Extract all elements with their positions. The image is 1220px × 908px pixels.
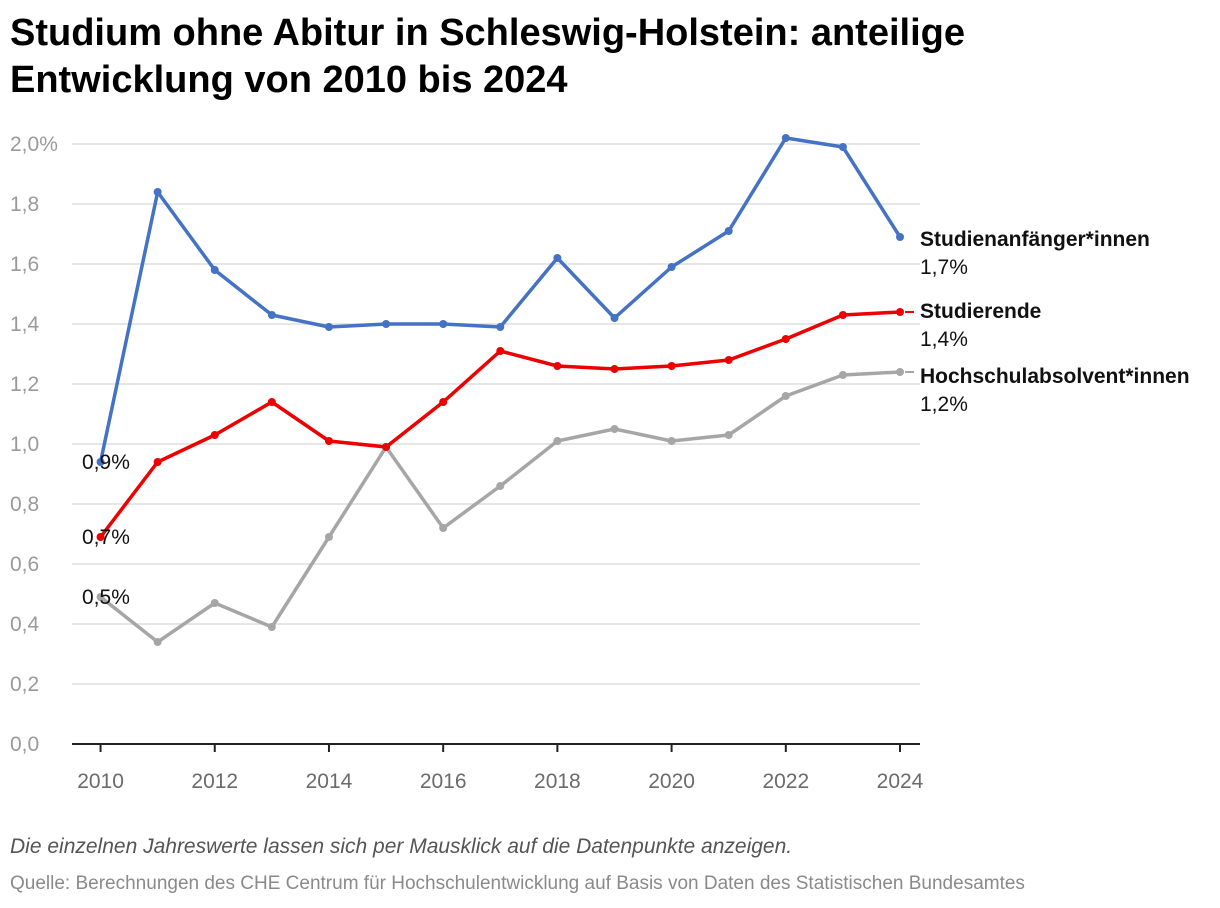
data-point[interactable] — [439, 320, 448, 328]
x-tick-label: 2016 — [420, 770, 467, 793]
data-point[interactable] — [667, 362, 676, 370]
y-axis-tick-labels: 0,0 0,2 0,4 0,6 0,8 1,0 1,2 1,4 1,6 1,8 2,0% — [10, 133, 58, 756]
series-line — [98, 136, 902, 464]
data-point[interactable] — [96, 533, 105, 541]
series-end-value-label: 1,7% — [920, 256, 968, 279]
y-tick-label: 0,6 — [10, 553, 39, 576]
series-end-value-label: 1,2% — [920, 393, 968, 416]
x-tick-label: 2014 — [306, 770, 353, 793]
series-name-label: Hochschulabsolvent*innen — [920, 365, 1190, 388]
y-tick-label: 1,4 — [10, 313, 40, 336]
series-start-label: 0,7% — [82, 526, 130, 549]
data-point[interactable] — [96, 593, 105, 601]
series-start-label: 0,5% — [82, 586, 130, 609]
data-point[interactable] — [267, 311, 276, 319]
data-point[interactable] — [324, 437, 333, 445]
data-point[interactable] — [838, 371, 847, 379]
data-point[interactable] — [553, 254, 562, 262]
data-point[interactable] — [324, 533, 333, 541]
y-tick-label: 1,0 — [10, 433, 39, 456]
data-point[interactable] — [896, 368, 905, 376]
data-point[interactable] — [838, 143, 847, 151]
data-point[interactable] — [781, 134, 790, 142]
data-point[interactable] — [896, 233, 905, 241]
data-point[interactable] — [496, 323, 505, 331]
series-name-label: Studierende — [920, 300, 1041, 323]
series-start-label: 0,9% — [82, 451, 130, 474]
y-tick-label: 1,8 — [10, 193, 39, 216]
data-point[interactable] — [496, 482, 505, 490]
y-tick-label: 0,8 — [10, 493, 39, 516]
series-line — [98, 370, 902, 644]
x-tick-label: 2010 — [77, 770, 124, 793]
series-labels: 0,9% 0,7% 0,5% Studienanfänger*innen 1,7% Stu… — [82, 228, 1190, 609]
data-point[interactable] — [439, 524, 448, 532]
data-point[interactable] — [610, 425, 619, 433]
data-point[interactable] — [667, 263, 676, 271]
data-point[interactable] — [382, 320, 391, 328]
interaction-note: Die einzelnen Jahreswerte lassen sich pe… — [10, 835, 793, 858]
data-point[interactable] — [153, 458, 162, 466]
data-point[interactable] — [210, 599, 219, 607]
x-tick-label: 2024 — [877, 770, 924, 793]
data-point[interactable] — [781, 392, 790, 400]
data-point[interactable] — [838, 311, 847, 319]
series-lines — [96, 134, 905, 646]
y-tick-label: 1,6 — [10, 253, 39, 276]
data-point[interactable] — [610, 365, 619, 373]
data-point[interactable] — [610, 314, 619, 322]
x-tick-label: 2012 — [191, 770, 238, 793]
source-note: Quelle: Berechnungen des CHE Centrum für… — [10, 873, 1025, 894]
data-point[interactable] — [210, 266, 219, 274]
y-tick-label: 0,0 — [10, 733, 39, 756]
data-point[interactable] — [153, 638, 162, 646]
data-point[interactable] — [267, 398, 276, 406]
data-point[interactable] — [553, 437, 562, 445]
x-tick-label: 2022 — [762, 770, 809, 793]
data-point[interactable] — [496, 347, 505, 355]
data-point[interactable] — [382, 443, 391, 451]
data-point[interactable] — [667, 437, 676, 445]
data-point[interactable] — [896, 308, 905, 316]
series-end-value-label: 1,4% — [920, 328, 968, 351]
data-point[interactable] — [153, 188, 162, 196]
x-axis: 2010 2012 2014 2016 2018 2020 2022 2024 — [72, 743, 924, 793]
data-point[interactable] — [724, 227, 733, 235]
data-point[interactable] — [439, 398, 448, 406]
y-tick-label: 0,4 — [10, 613, 40, 636]
data-point[interactable] — [781, 335, 790, 343]
y-tick-label: 2,0% — [10, 133, 58, 156]
data-point[interactable] — [96, 458, 105, 466]
y-tick-label: 1,2 — [10, 373, 39, 396]
data-point[interactable] — [210, 431, 219, 439]
x-tick-label: 2018 — [534, 770, 581, 793]
x-tick-label: 2020 — [648, 770, 695, 793]
data-point[interactable] — [724, 356, 733, 364]
data-point[interactable] — [724, 431, 733, 439]
data-point[interactable] — [553, 362, 562, 370]
series-name-label: Studienanfänger*innen — [920, 228, 1150, 251]
data-point[interactable] — [267, 623, 276, 631]
gridlines — [72, 143, 920, 685]
data-point[interactable] — [324, 323, 333, 331]
chart-title: Studium ohne Abitur in Schleswig-Holstei… — [10, 12, 965, 101]
y-tick-label: 0,2 — [10, 673, 39, 696]
